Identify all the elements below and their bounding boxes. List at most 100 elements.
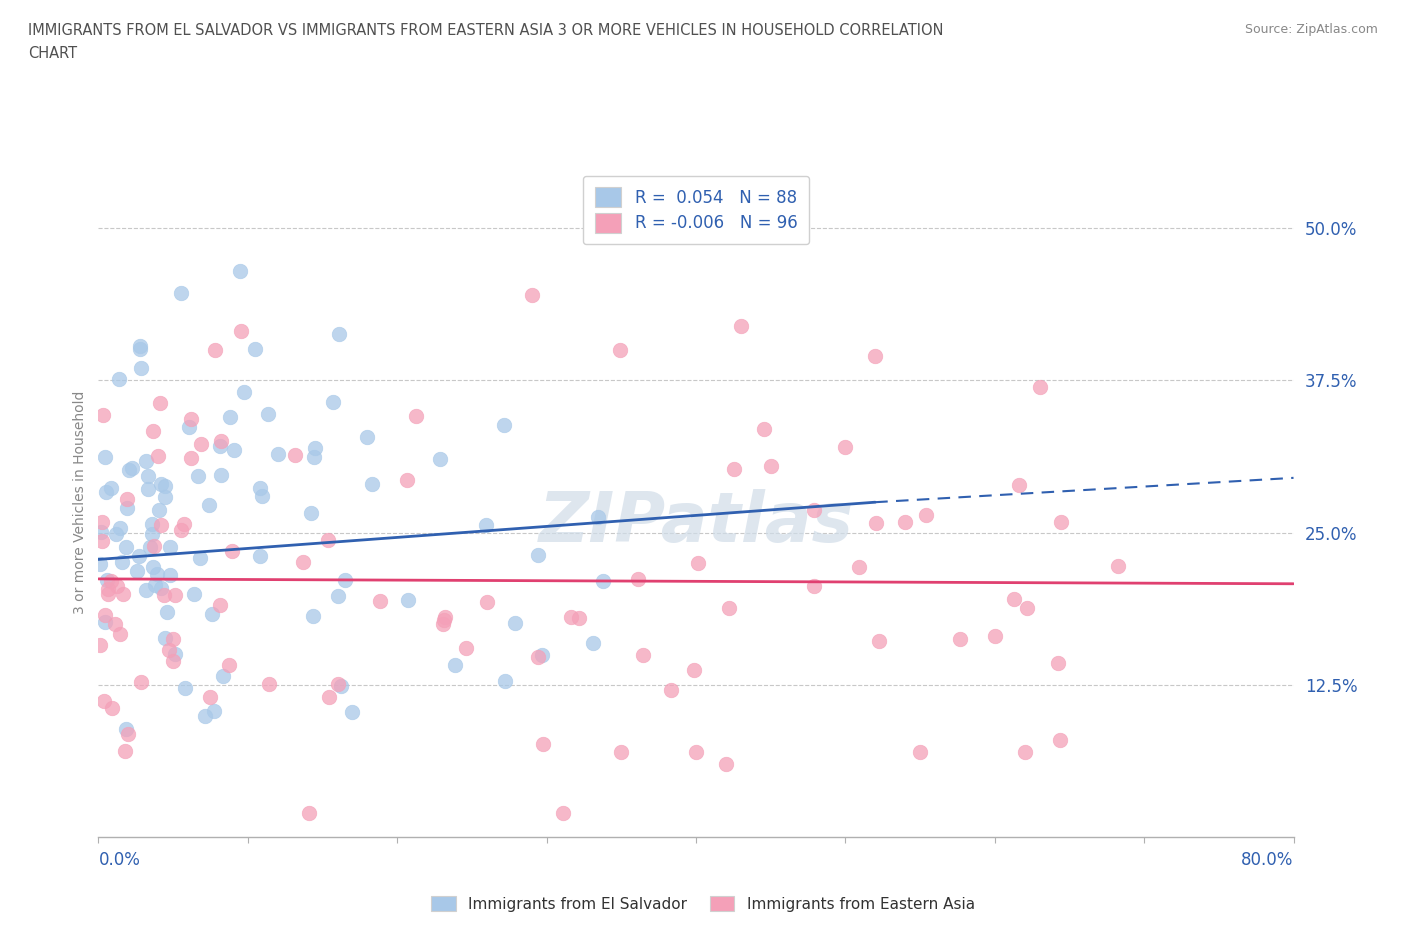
Point xyxy=(368,593,391,608)
Point xyxy=(560,609,582,624)
Point xyxy=(503,616,526,631)
Point xyxy=(1049,733,1071,748)
Point xyxy=(714,756,737,771)
Legend: R =  0.054   N = 88, R = -0.006   N = 96: R = 0.054 N = 88, R = -0.006 N = 96 xyxy=(583,176,808,245)
Point xyxy=(1047,656,1070,671)
Point xyxy=(177,419,200,434)
Point xyxy=(328,589,350,604)
Point xyxy=(592,574,614,589)
Point xyxy=(609,343,631,358)
Point xyxy=(96,573,118,588)
Point xyxy=(112,586,135,601)
Point xyxy=(568,611,591,626)
Legend: Immigrants from El Salvador, Immigrants from Eastern Asia: Immigrants from El Salvador, Immigrants … xyxy=(425,889,981,918)
Point xyxy=(432,617,454,631)
Point xyxy=(405,408,427,423)
Point xyxy=(1107,559,1129,574)
Point xyxy=(610,744,633,759)
Point xyxy=(908,744,931,759)
Point xyxy=(139,539,162,554)
Point xyxy=(245,341,267,356)
Point xyxy=(157,643,180,658)
Point xyxy=(101,700,124,715)
Point xyxy=(100,481,122,496)
Point xyxy=(218,410,240,425)
Point xyxy=(685,744,707,759)
Point xyxy=(527,548,550,563)
Point xyxy=(1050,514,1073,529)
Point xyxy=(581,635,603,650)
Point xyxy=(174,680,197,695)
Point xyxy=(180,411,202,426)
Point xyxy=(444,658,467,672)
Text: 80.0%: 80.0% xyxy=(1241,851,1294,869)
Point xyxy=(149,476,172,491)
Point xyxy=(145,566,167,581)
Point xyxy=(128,339,150,353)
Point xyxy=(475,518,498,533)
Point xyxy=(91,407,114,422)
Point xyxy=(432,612,454,627)
Point xyxy=(163,646,186,661)
Point xyxy=(335,572,357,587)
Point xyxy=(298,805,321,820)
Point xyxy=(1014,744,1036,759)
Point xyxy=(94,615,117,630)
Point xyxy=(143,578,166,593)
Point xyxy=(1028,379,1050,394)
Point xyxy=(115,539,138,554)
Point xyxy=(949,631,972,646)
Point xyxy=(153,479,176,494)
Point xyxy=(454,641,477,656)
Point xyxy=(149,395,172,410)
Point xyxy=(208,438,231,453)
Point xyxy=(688,556,710,571)
Point xyxy=(180,450,202,465)
Point xyxy=(104,617,127,631)
Point xyxy=(396,472,419,487)
Point xyxy=(90,525,112,539)
Point xyxy=(114,743,136,758)
Point xyxy=(302,608,325,623)
Text: 0.0%: 0.0% xyxy=(98,851,141,869)
Point xyxy=(429,451,451,466)
Point xyxy=(136,482,159,497)
Point xyxy=(328,677,350,692)
Point xyxy=(893,514,915,529)
Point xyxy=(128,549,150,564)
Point xyxy=(108,371,131,386)
Point xyxy=(527,649,550,664)
Point xyxy=(530,648,553,663)
Point xyxy=(89,556,111,571)
Point xyxy=(475,594,498,609)
Point xyxy=(129,341,152,356)
Point xyxy=(165,587,187,602)
Point xyxy=(117,500,139,515)
Point xyxy=(759,458,782,473)
Point xyxy=(91,534,114,549)
Point xyxy=(159,539,181,554)
Point xyxy=(194,709,217,724)
Point xyxy=(135,583,157,598)
Point xyxy=(201,606,224,621)
Point xyxy=(322,394,344,409)
Text: ZIPatlas: ZIPatlas xyxy=(538,489,853,556)
Point xyxy=(142,560,165,575)
Point xyxy=(105,579,128,594)
Point xyxy=(396,592,419,607)
Point xyxy=(209,433,232,448)
Point xyxy=(111,554,134,569)
Point xyxy=(115,492,138,507)
Text: CHART: CHART xyxy=(28,46,77,61)
Point xyxy=(190,436,212,451)
Point xyxy=(170,286,193,300)
Point xyxy=(299,506,322,521)
Point xyxy=(152,587,174,602)
Point xyxy=(162,654,184,669)
Point xyxy=(249,481,271,496)
Point xyxy=(105,527,128,542)
Point xyxy=(328,326,350,341)
Point xyxy=(135,453,157,468)
Point xyxy=(848,560,870,575)
Point xyxy=(198,689,221,704)
